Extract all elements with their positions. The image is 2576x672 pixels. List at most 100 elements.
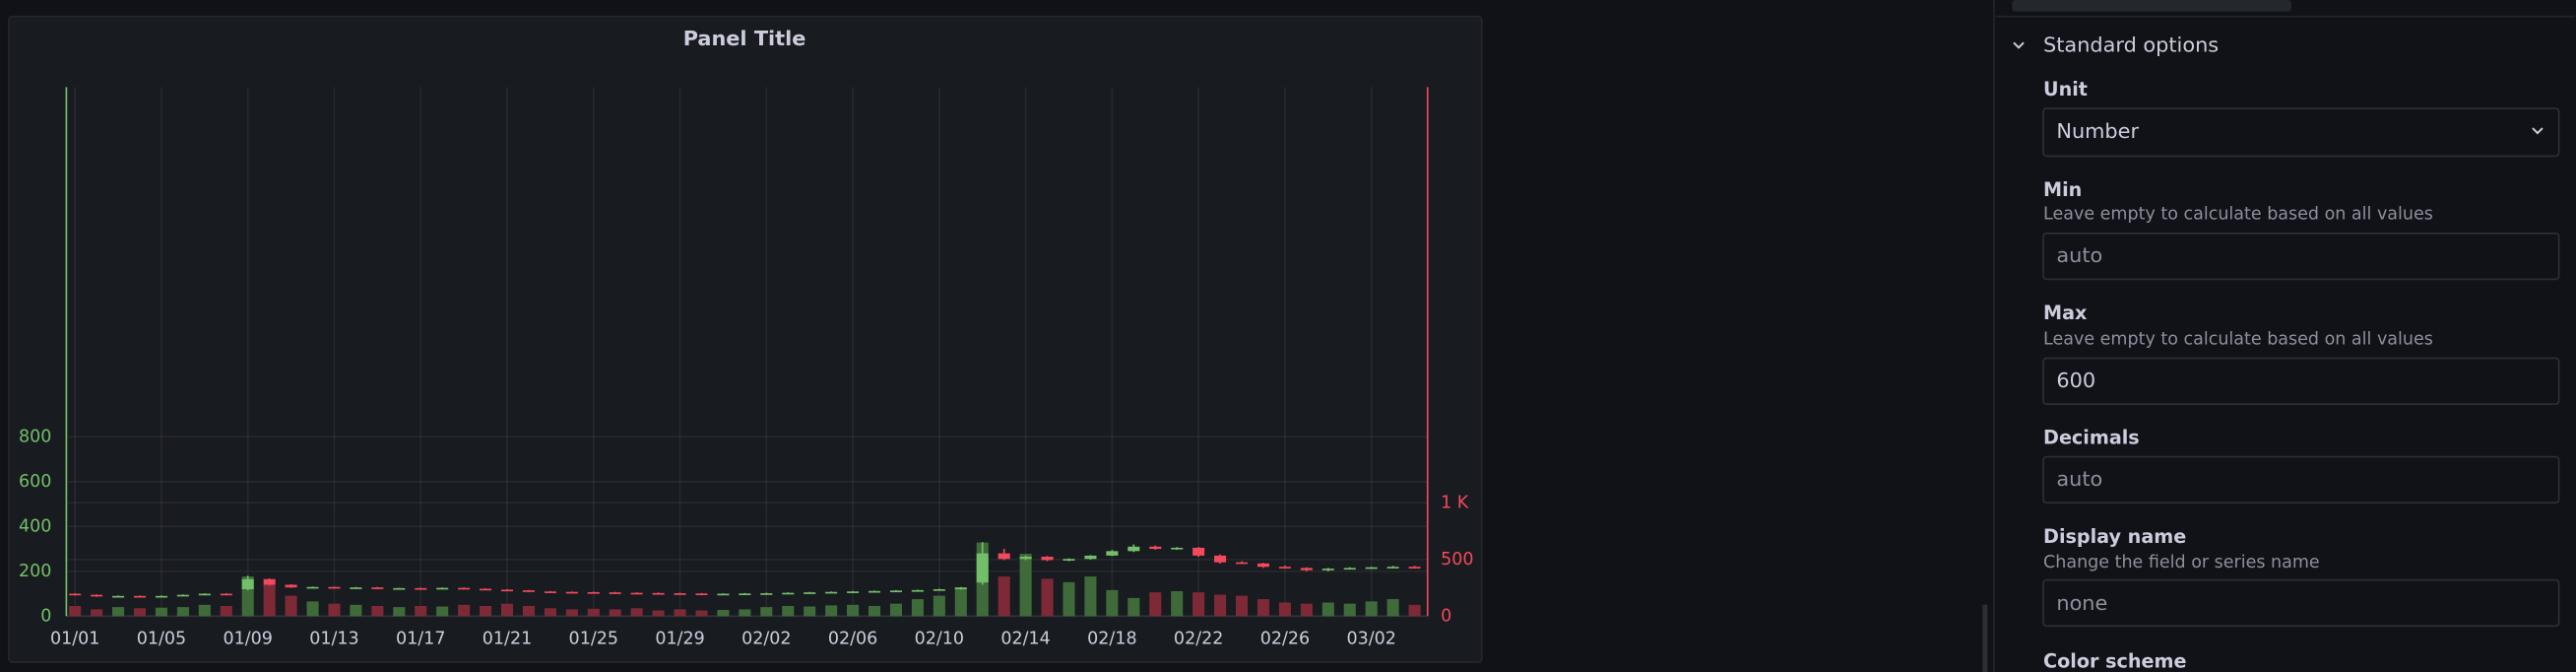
volume-bar bbox=[911, 599, 924, 617]
volume-bar bbox=[933, 595, 945, 617]
candle-body bbox=[652, 592, 665, 595]
candle-body bbox=[782, 592, 795, 595]
y-tick-label: 200 bbox=[19, 562, 51, 581]
candle-body bbox=[1300, 568, 1313, 571]
volume-bar bbox=[998, 576, 1010, 617]
candle-body bbox=[133, 595, 147, 598]
candle-body bbox=[1321, 569, 1334, 571]
y-tick-label: 800 bbox=[19, 427, 51, 446]
volume-bar bbox=[415, 605, 427, 617]
volume-bar bbox=[782, 605, 795, 617]
volume-bar bbox=[1106, 589, 1119, 617]
max-label: Max bbox=[2043, 302, 2088, 324]
volume-bar bbox=[760, 607, 773, 617]
candle-body bbox=[1256, 563, 1270, 568]
candle-body bbox=[263, 578, 276, 585]
volume-bar bbox=[133, 608, 147, 617]
scrollbar[interactable] bbox=[1982, 604, 1988, 672]
candle-body bbox=[804, 592, 816, 594]
volume-bar bbox=[1365, 601, 1378, 617]
unit-value: Number bbox=[2056, 119, 2139, 143]
candle-body bbox=[1171, 547, 1184, 550]
candle-body bbox=[847, 591, 860, 593]
candle-body bbox=[328, 586, 341, 589]
max-description: Leave empty to calculate based on all va… bbox=[2043, 329, 2433, 349]
candle-body bbox=[1063, 559, 1075, 561]
candle-body bbox=[522, 590, 535, 592]
display-name-label: Display name bbox=[2043, 525, 2186, 548]
x-tick-label: 01/01 bbox=[50, 630, 99, 649]
candle-body bbox=[176, 594, 189, 597]
y2-tick-label: 0 bbox=[1441, 606, 1451, 626]
candle-body bbox=[717, 593, 730, 596]
x-tick-label: 01/21 bbox=[483, 630, 532, 649]
volume-bar bbox=[91, 609, 103, 617]
candle-body bbox=[825, 591, 838, 594]
collapse-chevron[interactable] bbox=[2013, 41, 2025, 49]
volume-bar bbox=[1408, 604, 1421, 617]
candle-body bbox=[1278, 567, 1291, 569]
candle-body bbox=[458, 587, 471, 590]
candle-body bbox=[285, 584, 297, 588]
x-tick-label: 02/22 bbox=[1174, 630, 1223, 649]
min-input[interactable] bbox=[2042, 232, 2560, 281]
x-tick-label: 03/02 bbox=[1346, 630, 1395, 649]
candle-body bbox=[500, 589, 514, 592]
select-chevron bbox=[2532, 127, 2544, 135]
candle-body bbox=[1127, 546, 1140, 552]
candle-body bbox=[393, 587, 406, 590]
candle-body bbox=[220, 593, 232, 596]
candle-body bbox=[954, 587, 967, 590]
unit-select[interactable] bbox=[2042, 107, 2560, 158]
candle-body bbox=[998, 553, 1010, 560]
decimals-input[interactable] bbox=[2042, 455, 2560, 504]
candle-body bbox=[350, 587, 362, 589]
candle-body bbox=[1365, 567, 1378, 570]
chart-title: Panel Title bbox=[683, 27, 806, 50]
candle-body bbox=[911, 589, 924, 592]
volume-bar bbox=[155, 607, 167, 617]
candle-body bbox=[739, 593, 751, 595]
volume-bar bbox=[112, 607, 125, 617]
section-title[interactable]: Standard options bbox=[2043, 34, 2219, 57]
max-value: 600 bbox=[2056, 369, 2095, 392]
x-tick-label: 02/26 bbox=[1260, 630, 1310, 649]
y-tick-label: 0 bbox=[40, 606, 51, 626]
y-tick-label: 400 bbox=[19, 516, 51, 536]
volume-bar bbox=[220, 605, 232, 617]
candle-body bbox=[1386, 567, 1399, 569]
candle-body bbox=[480, 588, 492, 591]
volume-bar bbox=[1214, 594, 1227, 617]
candle-body bbox=[1106, 551, 1119, 556]
volume-bar bbox=[630, 608, 643, 617]
candle-body bbox=[1041, 557, 1054, 561]
y-tick-label: 600 bbox=[19, 472, 51, 492]
volume-bar bbox=[1041, 578, 1054, 617]
candle-body bbox=[69, 593, 82, 596]
volume-bar bbox=[350, 604, 362, 617]
candle-body bbox=[933, 589, 945, 591]
volume-bar bbox=[500, 603, 514, 617]
candle-body bbox=[371, 587, 384, 589]
candle-body bbox=[889, 590, 902, 593]
volume-bar bbox=[1019, 554, 1032, 617]
unit-label: Unit bbox=[2043, 78, 2088, 101]
candle-body bbox=[1236, 562, 1249, 565]
y2-tick-label: 1 K bbox=[1441, 493, 1469, 512]
candle-body bbox=[1214, 555, 1227, 563]
display-name-input[interactable] bbox=[2042, 578, 2560, 628]
x-tick-label: 01/05 bbox=[137, 630, 186, 649]
candle-body bbox=[1343, 568, 1356, 571]
candle-body bbox=[1408, 567, 1421, 569]
volume-bar bbox=[306, 601, 319, 617]
x-tick-label: 01/29 bbox=[655, 630, 704, 649]
volume-bar bbox=[176, 607, 189, 617]
candle-body bbox=[868, 590, 881, 593]
x-tick-label: 01/13 bbox=[309, 630, 358, 649]
candle-body bbox=[306, 586, 319, 589]
volume-bar bbox=[1236, 595, 1249, 617]
x-tick-label: 02/14 bbox=[1000, 630, 1050, 649]
max-input[interactable] bbox=[2042, 357, 2560, 406]
